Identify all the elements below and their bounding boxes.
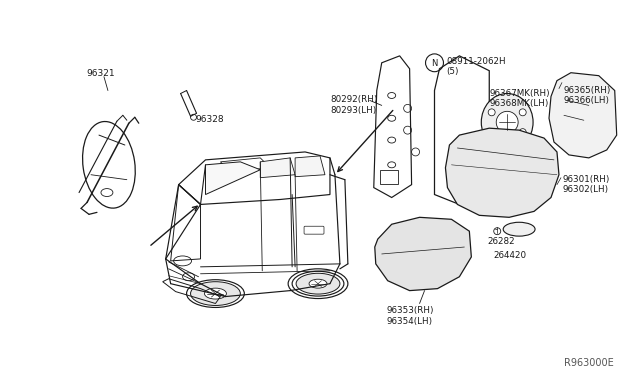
Polygon shape <box>445 128 559 217</box>
Polygon shape <box>205 162 260 195</box>
Ellipse shape <box>503 222 535 236</box>
Ellipse shape <box>519 129 526 136</box>
Polygon shape <box>295 156 325 177</box>
Text: 26282: 26282 <box>487 237 515 246</box>
Ellipse shape <box>496 111 518 133</box>
Ellipse shape <box>205 288 227 299</box>
Ellipse shape <box>488 109 495 116</box>
Text: 264420: 264420 <box>493 251 526 260</box>
Text: 96321: 96321 <box>86 69 115 78</box>
Ellipse shape <box>488 129 495 136</box>
Ellipse shape <box>191 282 241 305</box>
Text: R963000E: R963000E <box>564 358 614 368</box>
Text: 96353(RH)
96354(LH): 96353(RH) 96354(LH) <box>387 307 434 326</box>
Ellipse shape <box>519 109 526 116</box>
Text: 96301(RH)
96302(LH): 96301(RH) 96302(LH) <box>563 175 611 194</box>
Polygon shape <box>375 217 471 291</box>
Text: 96365(RH)
96366(LH): 96365(RH) 96366(LH) <box>564 86 611 105</box>
Text: 96328: 96328 <box>196 115 224 124</box>
Text: N: N <box>431 59 438 68</box>
Polygon shape <box>260 158 295 178</box>
Text: 08911-2062H
(5): 08911-2062H (5) <box>447 57 506 76</box>
Ellipse shape <box>309 279 327 288</box>
Text: 96367MK(RH)
96368MK(LH): 96367MK(RH) 96368MK(LH) <box>489 89 550 108</box>
Ellipse shape <box>481 93 533 151</box>
Polygon shape <box>549 73 617 158</box>
Text: 80292(RH)
80293(LH): 80292(RH) 80293(LH) <box>330 96 378 115</box>
Ellipse shape <box>296 273 340 294</box>
